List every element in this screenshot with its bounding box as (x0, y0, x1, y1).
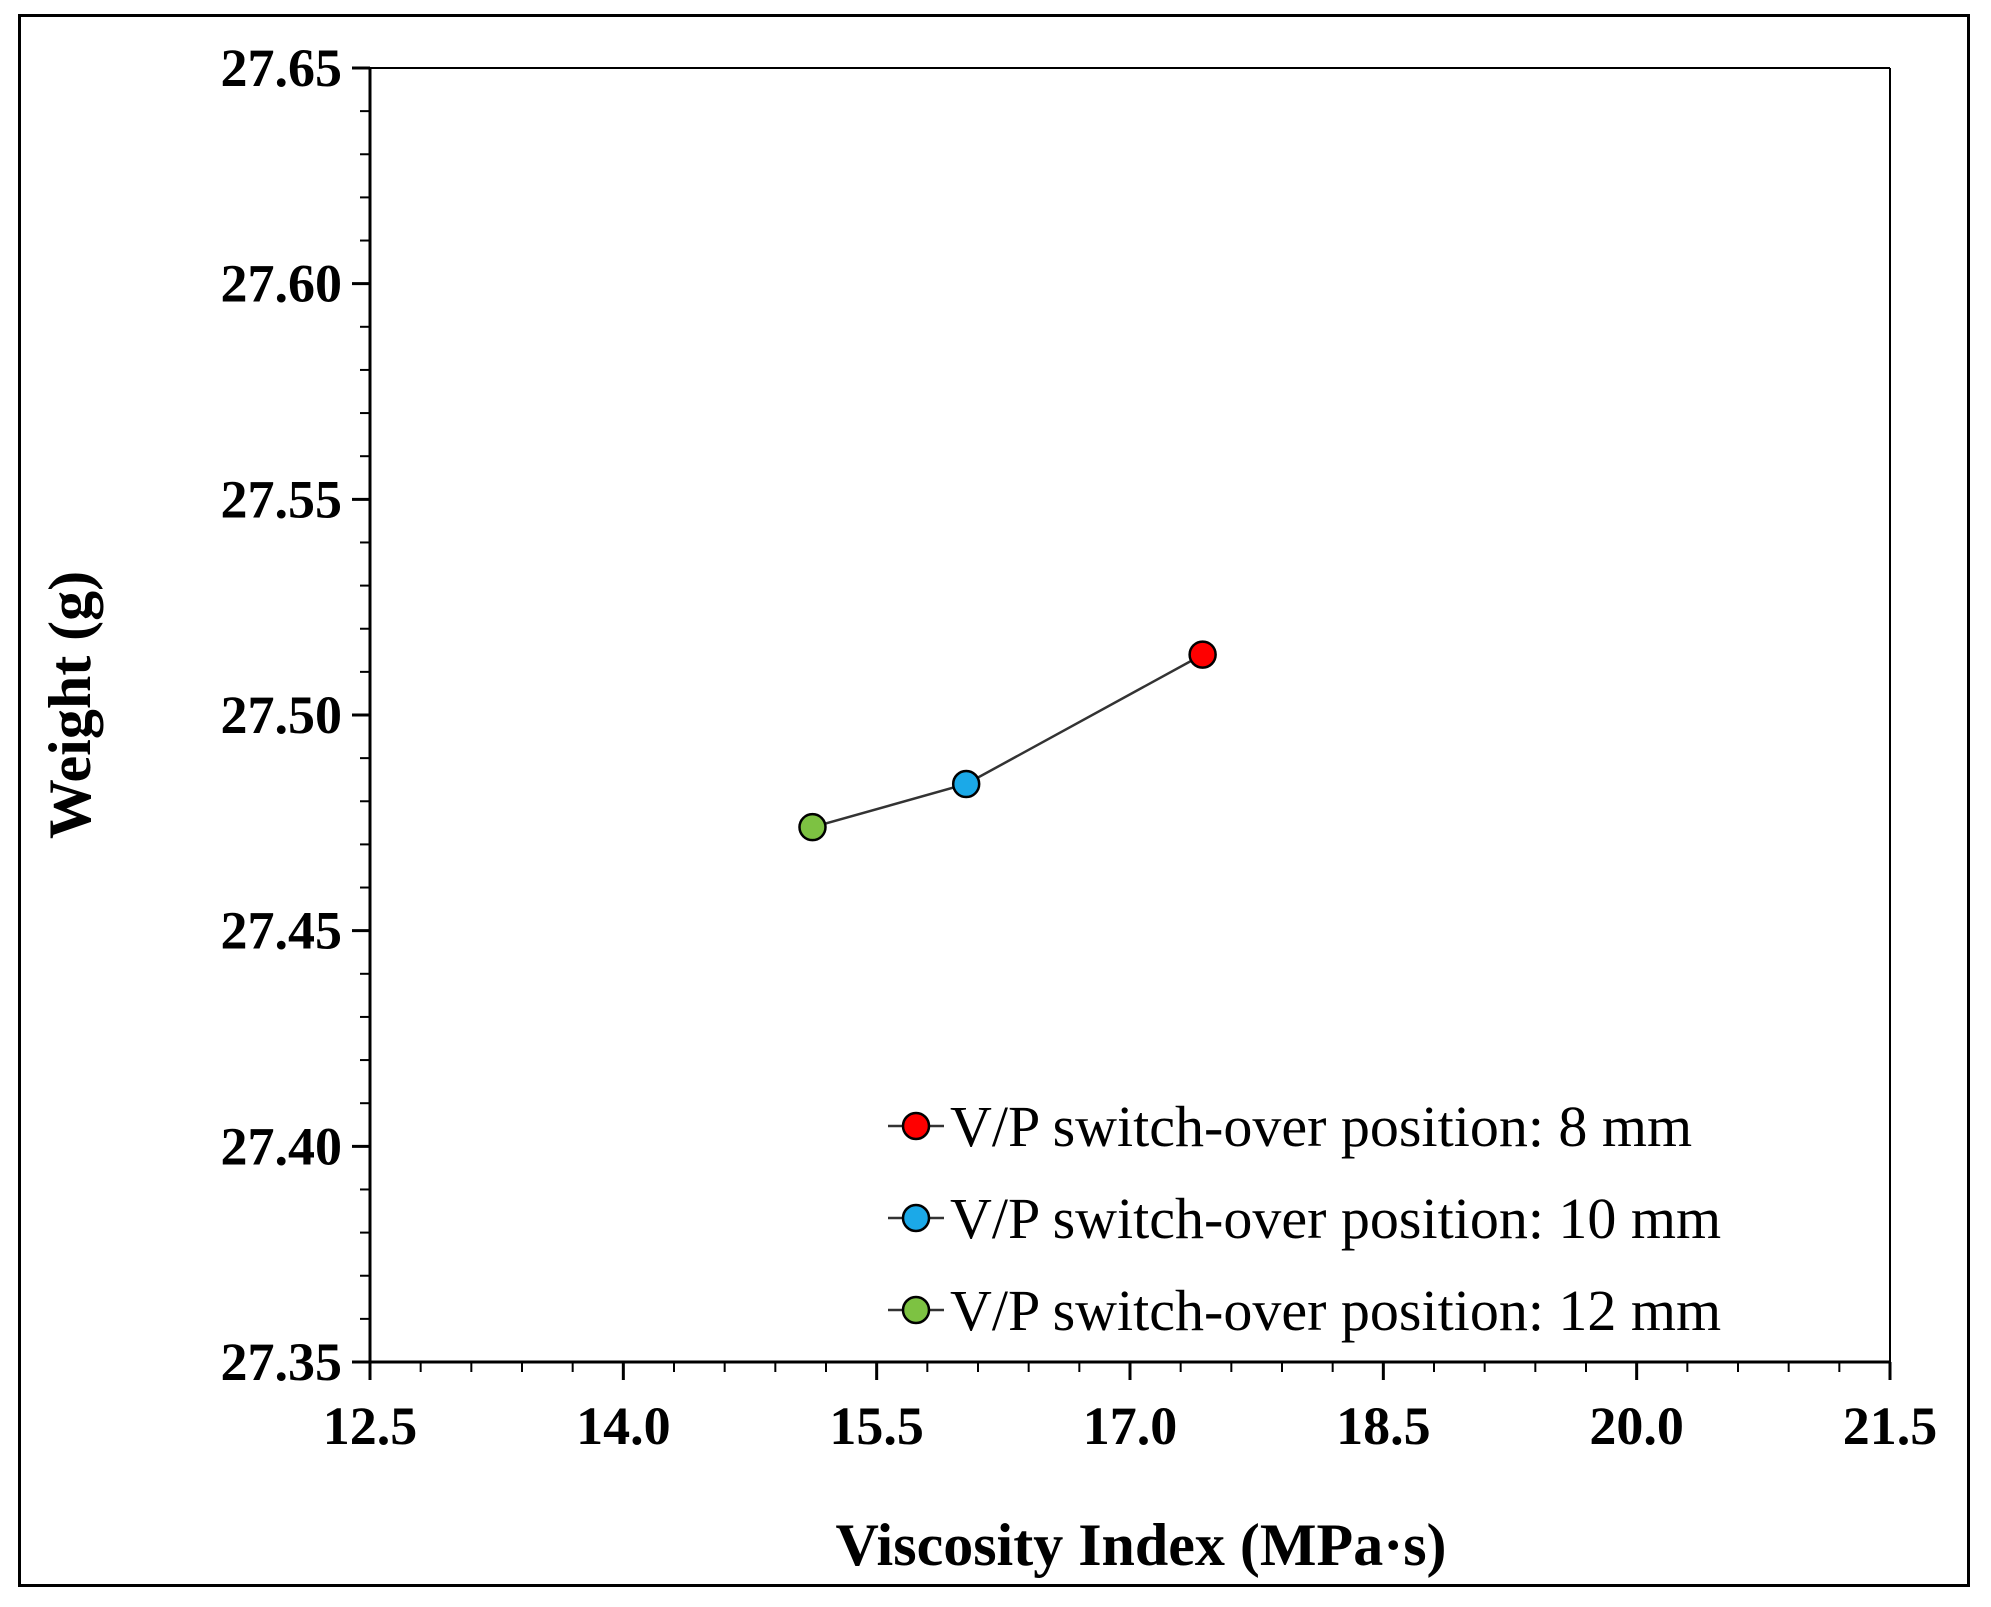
x-tick-label: 12.5 (323, 1396, 418, 1456)
connecting-line (812, 653, 1204, 829)
y-tick-label: 27.55 (221, 469, 343, 529)
y-axis-title: Weight (g) (37, 571, 103, 839)
x-tick-label: 17.0 (1083, 1396, 1178, 1456)
legend: V/P switch-over position: 8 mm V/P switch… (888, 1094, 1721, 1343)
x-tick-label: 20.0 (1589, 1396, 1684, 1456)
x-tick-label: 18.5 (1336, 1396, 1431, 1456)
y-tick-label: 27.60 (221, 254, 343, 314)
legend-marker (901, 1111, 931, 1141)
legend-marker (901, 1295, 931, 1325)
y-tick-label: 27.45 (221, 901, 343, 961)
ticks: 27.35 27.40 27.45 27.50 27.55 27.60 27.65 12.5 1… (221, 38, 1938, 1456)
y-tick-label: 27.50 (221, 685, 343, 745)
legend-label: V/P switch-over position: 8 mm (950, 1094, 1692, 1159)
x-tick-label: 21.5 (1843, 1396, 1938, 1456)
x-tick-label: 15.5 (829, 1396, 924, 1456)
figure-frame (18, 14, 1970, 1587)
data-point (798, 812, 827, 842)
y-tick-label: 27.65 (221, 38, 343, 98)
axes (368, 67, 1891, 1364)
y-tick-label: 27.40 (221, 1116, 343, 1176)
data-point (1188, 640, 1217, 669)
legend-label: V/P switch-over position: 10 mm (950, 1186, 1721, 1251)
data-points (798, 640, 1217, 842)
series-line (812, 653, 1204, 829)
x-axis-title: Viscosity Index (MPa·s) (835, 1512, 1446, 1578)
x-tick-label: 14.0 (576, 1396, 671, 1456)
legend-marker (901, 1203, 931, 1233)
data-point (951, 769, 981, 799)
y-tick-label: 27.35 (221, 1332, 343, 1392)
legend-label: V/P switch-over position: 12 mm (950, 1278, 1721, 1343)
